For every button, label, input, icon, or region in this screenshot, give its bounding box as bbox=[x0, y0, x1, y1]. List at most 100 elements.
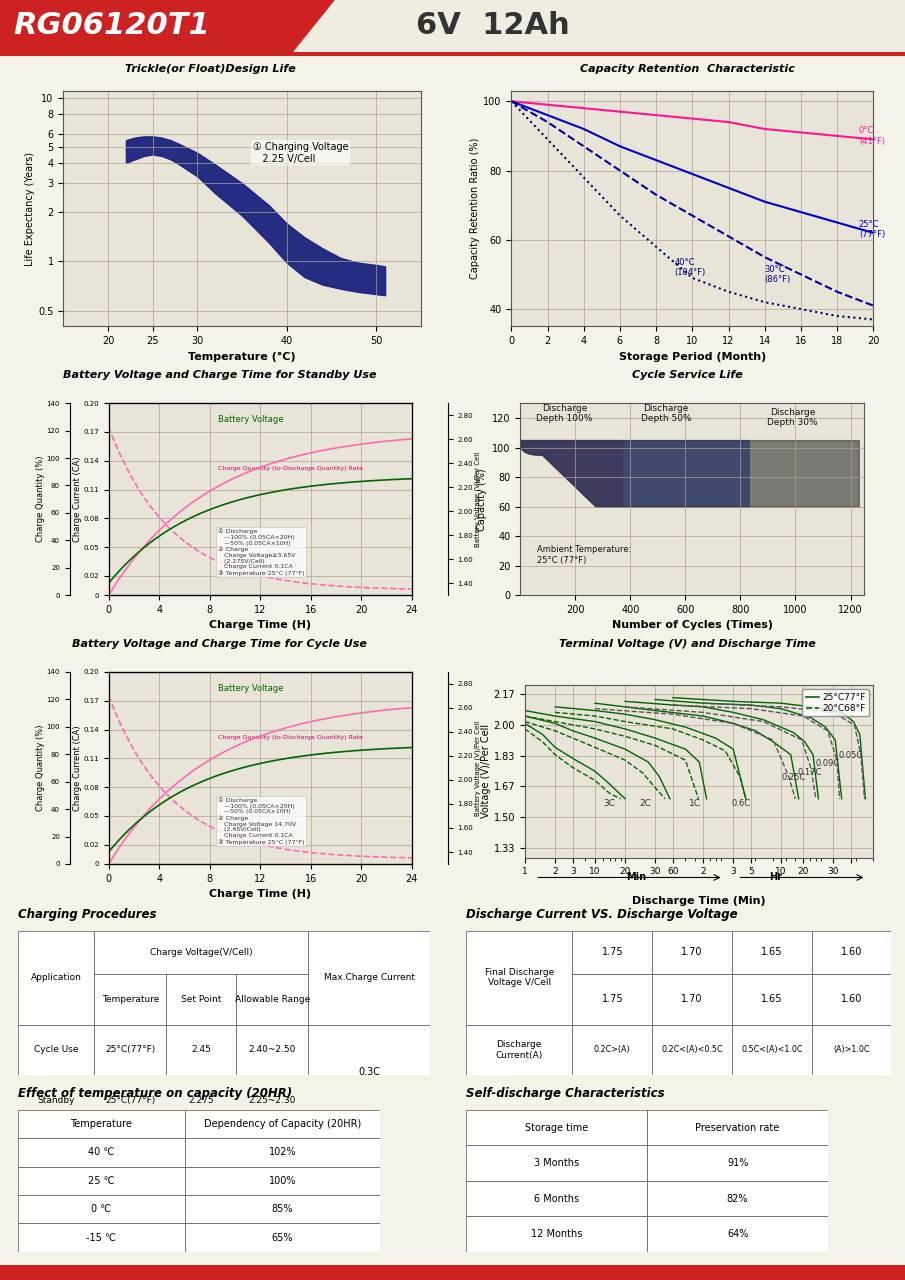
Text: 1.75: 1.75 bbox=[602, 947, 624, 957]
Bar bbox=[236, 1024, 309, 1075]
Bar bbox=[812, 1024, 891, 1075]
Text: 0.25C: 0.25C bbox=[781, 773, 805, 782]
Bar bbox=[185, 1224, 380, 1252]
Text: Battery Voltage and Charge Time for Cycle Use: Battery Voltage and Charge Time for Cycl… bbox=[72, 639, 367, 649]
Text: 102%: 102% bbox=[269, 1147, 296, 1157]
Text: (A)>1.0C: (A)>1.0C bbox=[834, 1046, 870, 1055]
Text: 25°C(77°F): 25°C(77°F) bbox=[105, 1046, 156, 1055]
Text: Discharge Current VS. Discharge Voltage: Discharge Current VS. Discharge Voltage bbox=[466, 908, 738, 920]
Text: Dependency of Capacity (20HR): Dependency of Capacity (20HR) bbox=[204, 1119, 361, 1129]
Y-axis label: Charge Quantity (%): Charge Quantity (%) bbox=[36, 724, 45, 812]
Y-axis label: Battery Voltage (V)/Per Cell: Battery Voltage (V)/Per Cell bbox=[475, 452, 481, 547]
Text: 0.2C<(A)<0.5C: 0.2C<(A)<0.5C bbox=[662, 1046, 723, 1055]
Text: Terminal Voltage (V) and Discharge Time: Terminal Voltage (V) and Discharge Time bbox=[559, 639, 816, 649]
Bar bbox=[812, 931, 891, 974]
Text: Standby: Standby bbox=[37, 1096, 75, 1105]
Text: Charge Voltage(V/Cell): Charge Voltage(V/Cell) bbox=[150, 947, 252, 956]
Bar bbox=[18, 1196, 185, 1224]
Text: 0.05C: 0.05C bbox=[839, 751, 863, 760]
Bar bbox=[466, 1110, 647, 1146]
Bar bbox=[94, 974, 167, 1024]
Bar bbox=[18, 1110, 185, 1138]
Text: 2.275: 2.275 bbox=[188, 1096, 214, 1105]
Text: 40°C
(104°F): 40°C (104°F) bbox=[674, 257, 706, 278]
Text: 0 ℃: 0 ℃ bbox=[91, 1204, 111, 1215]
Bar bbox=[466, 1180, 647, 1216]
Text: Effect of temperature on capacity (20HR): Effect of temperature on capacity (20HR) bbox=[18, 1087, 292, 1100]
Text: ① Charging Voltage
   2.25 V/Cell: ① Charging Voltage 2.25 V/Cell bbox=[252, 142, 348, 164]
Text: 6V  12Ah: 6V 12Ah bbox=[416, 10, 570, 40]
Text: 0.17C: 0.17C bbox=[798, 768, 822, 777]
Text: Temperature: Temperature bbox=[101, 995, 159, 1004]
Text: 100%: 100% bbox=[269, 1176, 296, 1185]
Bar bbox=[185, 1166, 380, 1196]
Text: 1C: 1C bbox=[689, 799, 701, 808]
Text: Battery Voltage: Battery Voltage bbox=[218, 685, 283, 694]
Text: Cycle Service Life: Cycle Service Life bbox=[633, 370, 743, 380]
Bar bbox=[812, 974, 891, 1024]
Text: Hr: Hr bbox=[769, 872, 782, 882]
Bar bbox=[18, 931, 94, 1024]
Text: 2.25~2.30: 2.25~2.30 bbox=[249, 1096, 296, 1105]
Bar bbox=[18, 1166, 185, 1196]
Y-axis label: Charge Current (CA): Charge Current (CA) bbox=[72, 457, 81, 541]
Text: 91%: 91% bbox=[727, 1158, 748, 1169]
Text: 1.70: 1.70 bbox=[681, 995, 703, 1005]
Text: Allowable Range: Allowable Range bbox=[234, 995, 310, 1004]
Text: 0°C
(41°F): 0°C (41°F) bbox=[859, 127, 885, 146]
Bar bbox=[653, 974, 732, 1024]
Text: 0.09C: 0.09C bbox=[815, 759, 840, 768]
Y-axis label: Charge Current (CA): Charge Current (CA) bbox=[72, 726, 81, 810]
Bar bbox=[466, 1146, 647, 1180]
Bar bbox=[732, 974, 812, 1024]
Bar bbox=[18, 1138, 185, 1166]
X-axis label: Temperature (°C): Temperature (°C) bbox=[188, 352, 296, 362]
Text: 40 ℃: 40 ℃ bbox=[88, 1147, 115, 1157]
Bar bbox=[653, 1024, 732, 1075]
Polygon shape bbox=[0, 0, 335, 56]
Y-axis label: Charge Quantity (%): Charge Quantity (%) bbox=[36, 456, 45, 543]
Text: 85%: 85% bbox=[272, 1204, 293, 1215]
Bar bbox=[94, 931, 309, 974]
Text: 2.45: 2.45 bbox=[191, 1046, 211, 1055]
Text: 0.2C>(A): 0.2C>(A) bbox=[594, 1046, 631, 1055]
Bar bbox=[466, 931, 572, 1024]
Text: 25°C
(77°F): 25°C (77°F) bbox=[859, 220, 885, 239]
Text: 3C: 3C bbox=[604, 799, 615, 808]
Bar bbox=[185, 1138, 380, 1166]
Text: 2.40~2.50: 2.40~2.50 bbox=[249, 1046, 296, 1055]
Text: -15 ℃: -15 ℃ bbox=[86, 1233, 117, 1243]
Text: Max.Charge Current: Max.Charge Current bbox=[324, 973, 414, 982]
Text: 3 Months: 3 Months bbox=[534, 1158, 579, 1169]
Bar bbox=[0, 52, 905, 56]
Bar bbox=[236, 1075, 309, 1126]
Text: 25 ℃: 25 ℃ bbox=[88, 1176, 115, 1185]
Text: 1.65: 1.65 bbox=[761, 947, 783, 957]
Text: Discharge
Depth 100%: Discharge Depth 100% bbox=[536, 403, 593, 422]
Bar bbox=[185, 1196, 380, 1224]
Text: RG06120T1: RG06120T1 bbox=[14, 10, 210, 40]
Bar bbox=[309, 1024, 430, 1119]
Bar bbox=[18, 1224, 185, 1252]
Bar bbox=[572, 1024, 653, 1075]
X-axis label: Storage Period (Month): Storage Period (Month) bbox=[619, 352, 766, 362]
Text: Discharge
Depth 50%: Discharge Depth 50% bbox=[641, 403, 691, 422]
Bar bbox=[647, 1146, 828, 1180]
Text: Ambient Temperature:
25°C (77°F): Ambient Temperature: 25°C (77°F) bbox=[537, 545, 632, 564]
Bar bbox=[94, 1024, 167, 1075]
Text: ① Discharge
   —100% (0.05CA×20H)
   —50% (0.05CA×10H)
② Charge
   Charge Voltag: ① Discharge —100% (0.05CA×20H) —50% (0.0… bbox=[218, 797, 304, 845]
Text: Storage time: Storage time bbox=[525, 1123, 588, 1133]
Text: 25°C(77°F): 25°C(77°F) bbox=[105, 1096, 156, 1105]
Text: 1.75: 1.75 bbox=[602, 995, 624, 1005]
Text: Min: Min bbox=[626, 872, 646, 882]
Bar bbox=[647, 1110, 828, 1146]
Text: Battery Voltage and Charge Time for Standby Use: Battery Voltage and Charge Time for Stan… bbox=[62, 370, 376, 380]
Text: Discharge
Depth 30%: Discharge Depth 30% bbox=[767, 408, 818, 428]
Text: 0.3C: 0.3C bbox=[358, 1066, 380, 1076]
Bar bbox=[167, 1075, 236, 1126]
Text: Battery Voltage: Battery Voltage bbox=[218, 416, 283, 425]
X-axis label: Charge Time (H): Charge Time (H) bbox=[209, 890, 311, 900]
Text: Self-discharge Characteristics: Self-discharge Characteristics bbox=[466, 1087, 664, 1100]
X-axis label: Charge Time (H): Charge Time (H) bbox=[209, 621, 311, 631]
Bar bbox=[167, 974, 236, 1024]
